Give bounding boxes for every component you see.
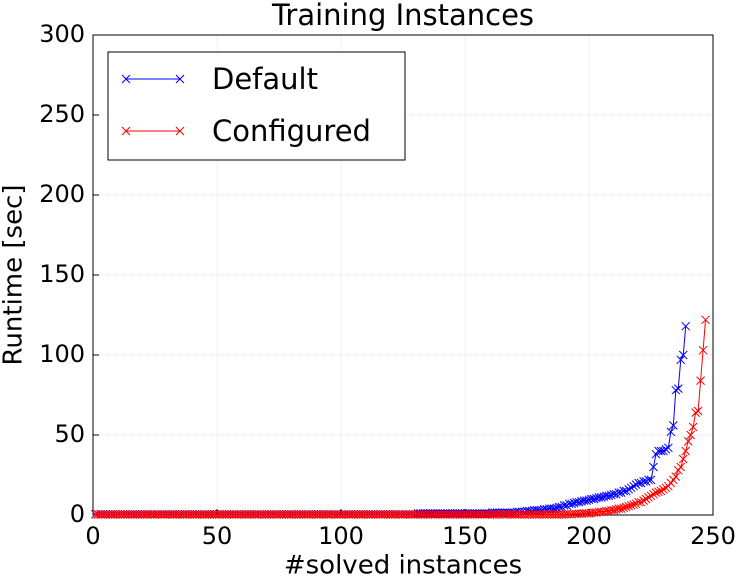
point-marker [557, 502, 567, 512]
legend-label: Configured [212, 114, 371, 148]
legend-marker [121, 74, 185, 84]
chart-title: Training Instances [271, 0, 534, 32]
point-marker [681, 446, 691, 456]
point-marker [671, 472, 681, 481]
point-marker [678, 350, 688, 360]
point-marker [641, 494, 651, 504]
point-marker [688, 422, 698, 432]
point-marker [616, 488, 626, 497]
point-marker [656, 486, 666, 496]
point-marker [639, 477, 648, 486]
point-marker [683, 437, 693, 446]
y-tick-label: 0 [70, 500, 85, 528]
point-marker [639, 496, 648, 505]
point-marker [651, 488, 661, 497]
point-marker [619, 486, 629, 496]
point-marker [644, 493, 653, 502]
point-marker [681, 321, 691, 331]
x-tick-label: 50 [202, 522, 233, 550]
point-marker [634, 497, 643, 507]
point-marker [589, 494, 599, 504]
x-tick-label: 0 [85, 522, 100, 550]
point-marker [671, 385, 681, 395]
y-tick-label: 100 [39, 340, 85, 368]
point-marker [693, 406, 703, 416]
legend-label: Default [212, 62, 318, 96]
point-marker [646, 475, 656, 485]
point-marker [676, 355, 686, 365]
point-marker [698, 345, 708, 355]
point-marker [668, 421, 678, 430]
point-marker [678, 454, 688, 464]
point-marker [656, 446, 666, 456]
x-tick-label: 100 [318, 522, 364, 550]
y-tick-label: 250 [39, 100, 85, 128]
point-marker [636, 497, 646, 507]
point-marker [567, 499, 576, 509]
point-marker [659, 446, 668, 456]
point-marker [659, 485, 668, 494]
point-marker [676, 462, 686, 472]
point-marker [664, 443, 673, 453]
point-marker [621, 486, 631, 496]
point-marker [554, 502, 564, 512]
series-line [95, 319, 707, 516]
point-marker [626, 501, 636, 510]
x-tick-label: 200 [566, 522, 612, 550]
y-tick-label: 50 [54, 420, 85, 448]
point-marker [641, 477, 651, 486]
y-tick-label: 200 [39, 180, 85, 208]
point-marker [686, 430, 696, 440]
y-tick-label: 300 [39, 20, 85, 48]
point-marker [629, 500, 638, 509]
point-marker [562, 501, 572, 510]
point-marker [597, 493, 606, 502]
point-marker [701, 315, 710, 325]
point-marker [609, 489, 619, 499]
point-marker [644, 475, 653, 485]
point-marker [626, 483, 636, 493]
y-tick-label: 150 [39, 260, 85, 288]
point-marker [634, 478, 643, 488]
point-marker [649, 489, 658, 499]
point-marker [673, 384, 683, 393]
point-marker [621, 502, 631, 512]
point-marker [604, 491, 614, 501]
point-marker [631, 499, 641, 509]
x-axis-label: #solved instances [284, 551, 522, 581]
point-marker [646, 491, 656, 501]
x-tick-label: 150 [442, 522, 488, 550]
point-marker [582, 496, 591, 505]
point-marker [611, 489, 621, 499]
point-marker [624, 501, 634, 511]
point-marker [619, 503, 629, 513]
point-marker [629, 481, 638, 491]
legend-box [107, 51, 406, 161]
point-marker [661, 445, 671, 454]
point-marker [666, 427, 676, 437]
legend-marker [121, 126, 185, 136]
series-line [95, 326, 687, 515]
point-marker [559, 501, 569, 510]
point-marker [654, 487, 663, 497]
point-marker [691, 408, 700, 417]
point-marker [616, 504, 626, 513]
point-marker [631, 480, 641, 489]
point-marker [649, 462, 658, 472]
point-marker [614, 488, 624, 497]
x-tick-label: 250 [690, 522, 736, 550]
y-axis-label: Runtime [sec] [0, 185, 29, 366]
point-marker [636, 478, 646, 488]
point-marker [624, 485, 634, 494]
point-marker [696, 376, 705, 385]
point-marker [609, 505, 619, 515]
point-marker [574, 497, 584, 507]
